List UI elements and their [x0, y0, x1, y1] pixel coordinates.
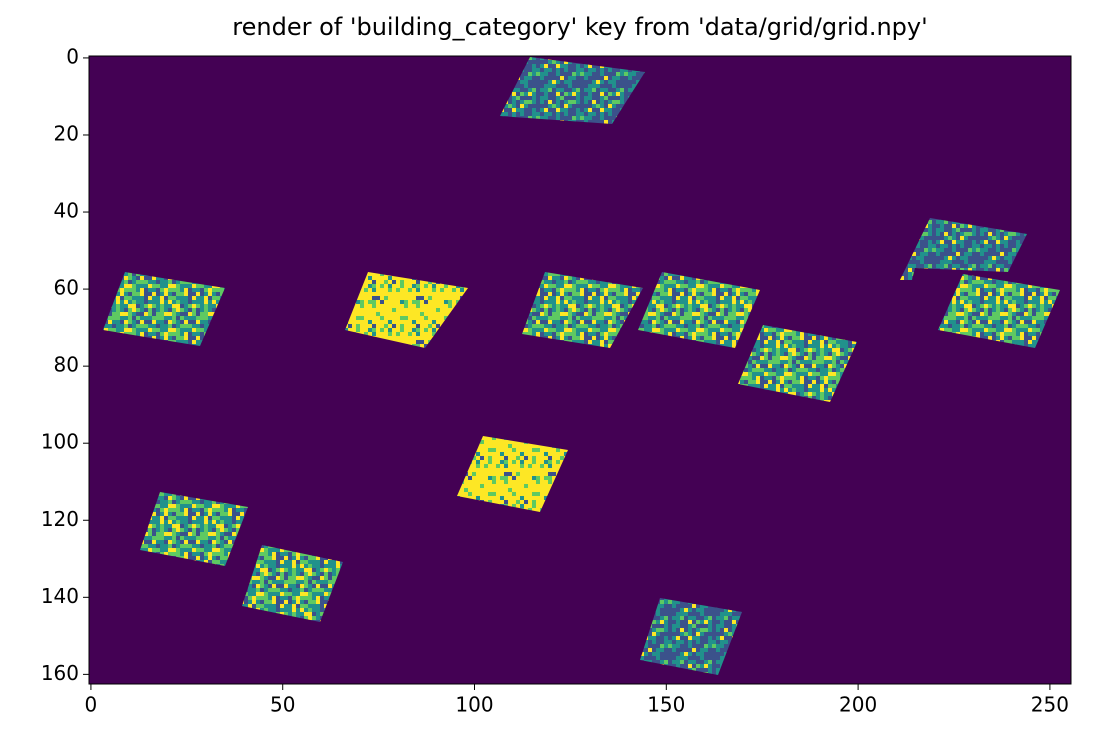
x-tick-label: 200: [839, 693, 877, 717]
y-tick-label: 120: [41, 507, 79, 531]
patch: [900, 218, 1027, 280]
x-tick-label: 0: [85, 693, 98, 717]
patch: [738, 325, 857, 402]
y-tick-label: 60: [54, 276, 79, 300]
patch: [103, 272, 225, 346]
y-tick-label: 40: [54, 199, 79, 223]
patch: [457, 436, 568, 512]
image-background: [89, 56, 1071, 684]
x-tick-label: 100: [455, 693, 493, 717]
patch: [140, 492, 248, 566]
image-patches: [103, 57, 1060, 675]
y-tick-label: 0: [66, 44, 79, 68]
x-tick-label: 150: [647, 693, 685, 717]
y-tick-label: 100: [41, 430, 79, 454]
patch: [638, 272, 760, 348]
y-tick-label: 160: [41, 661, 79, 685]
patch: [522, 272, 643, 348]
patch: [640, 598, 742, 675]
chart-title: render of 'building_category' key from '…: [232, 13, 927, 41]
patch: [938, 274, 1060, 348]
x-tick-label: 250: [1031, 693, 1069, 717]
y-tick-label: 80: [54, 353, 79, 377]
patch: [242, 545, 343, 622]
y-tick-label: 20: [54, 121, 79, 145]
y-tick-label: 140: [41, 584, 79, 608]
patch: [500, 57, 645, 124]
patch: [345, 272, 468, 348]
plot-frame: [88, 55, 1072, 685]
x-tick-label: 50: [270, 693, 295, 717]
